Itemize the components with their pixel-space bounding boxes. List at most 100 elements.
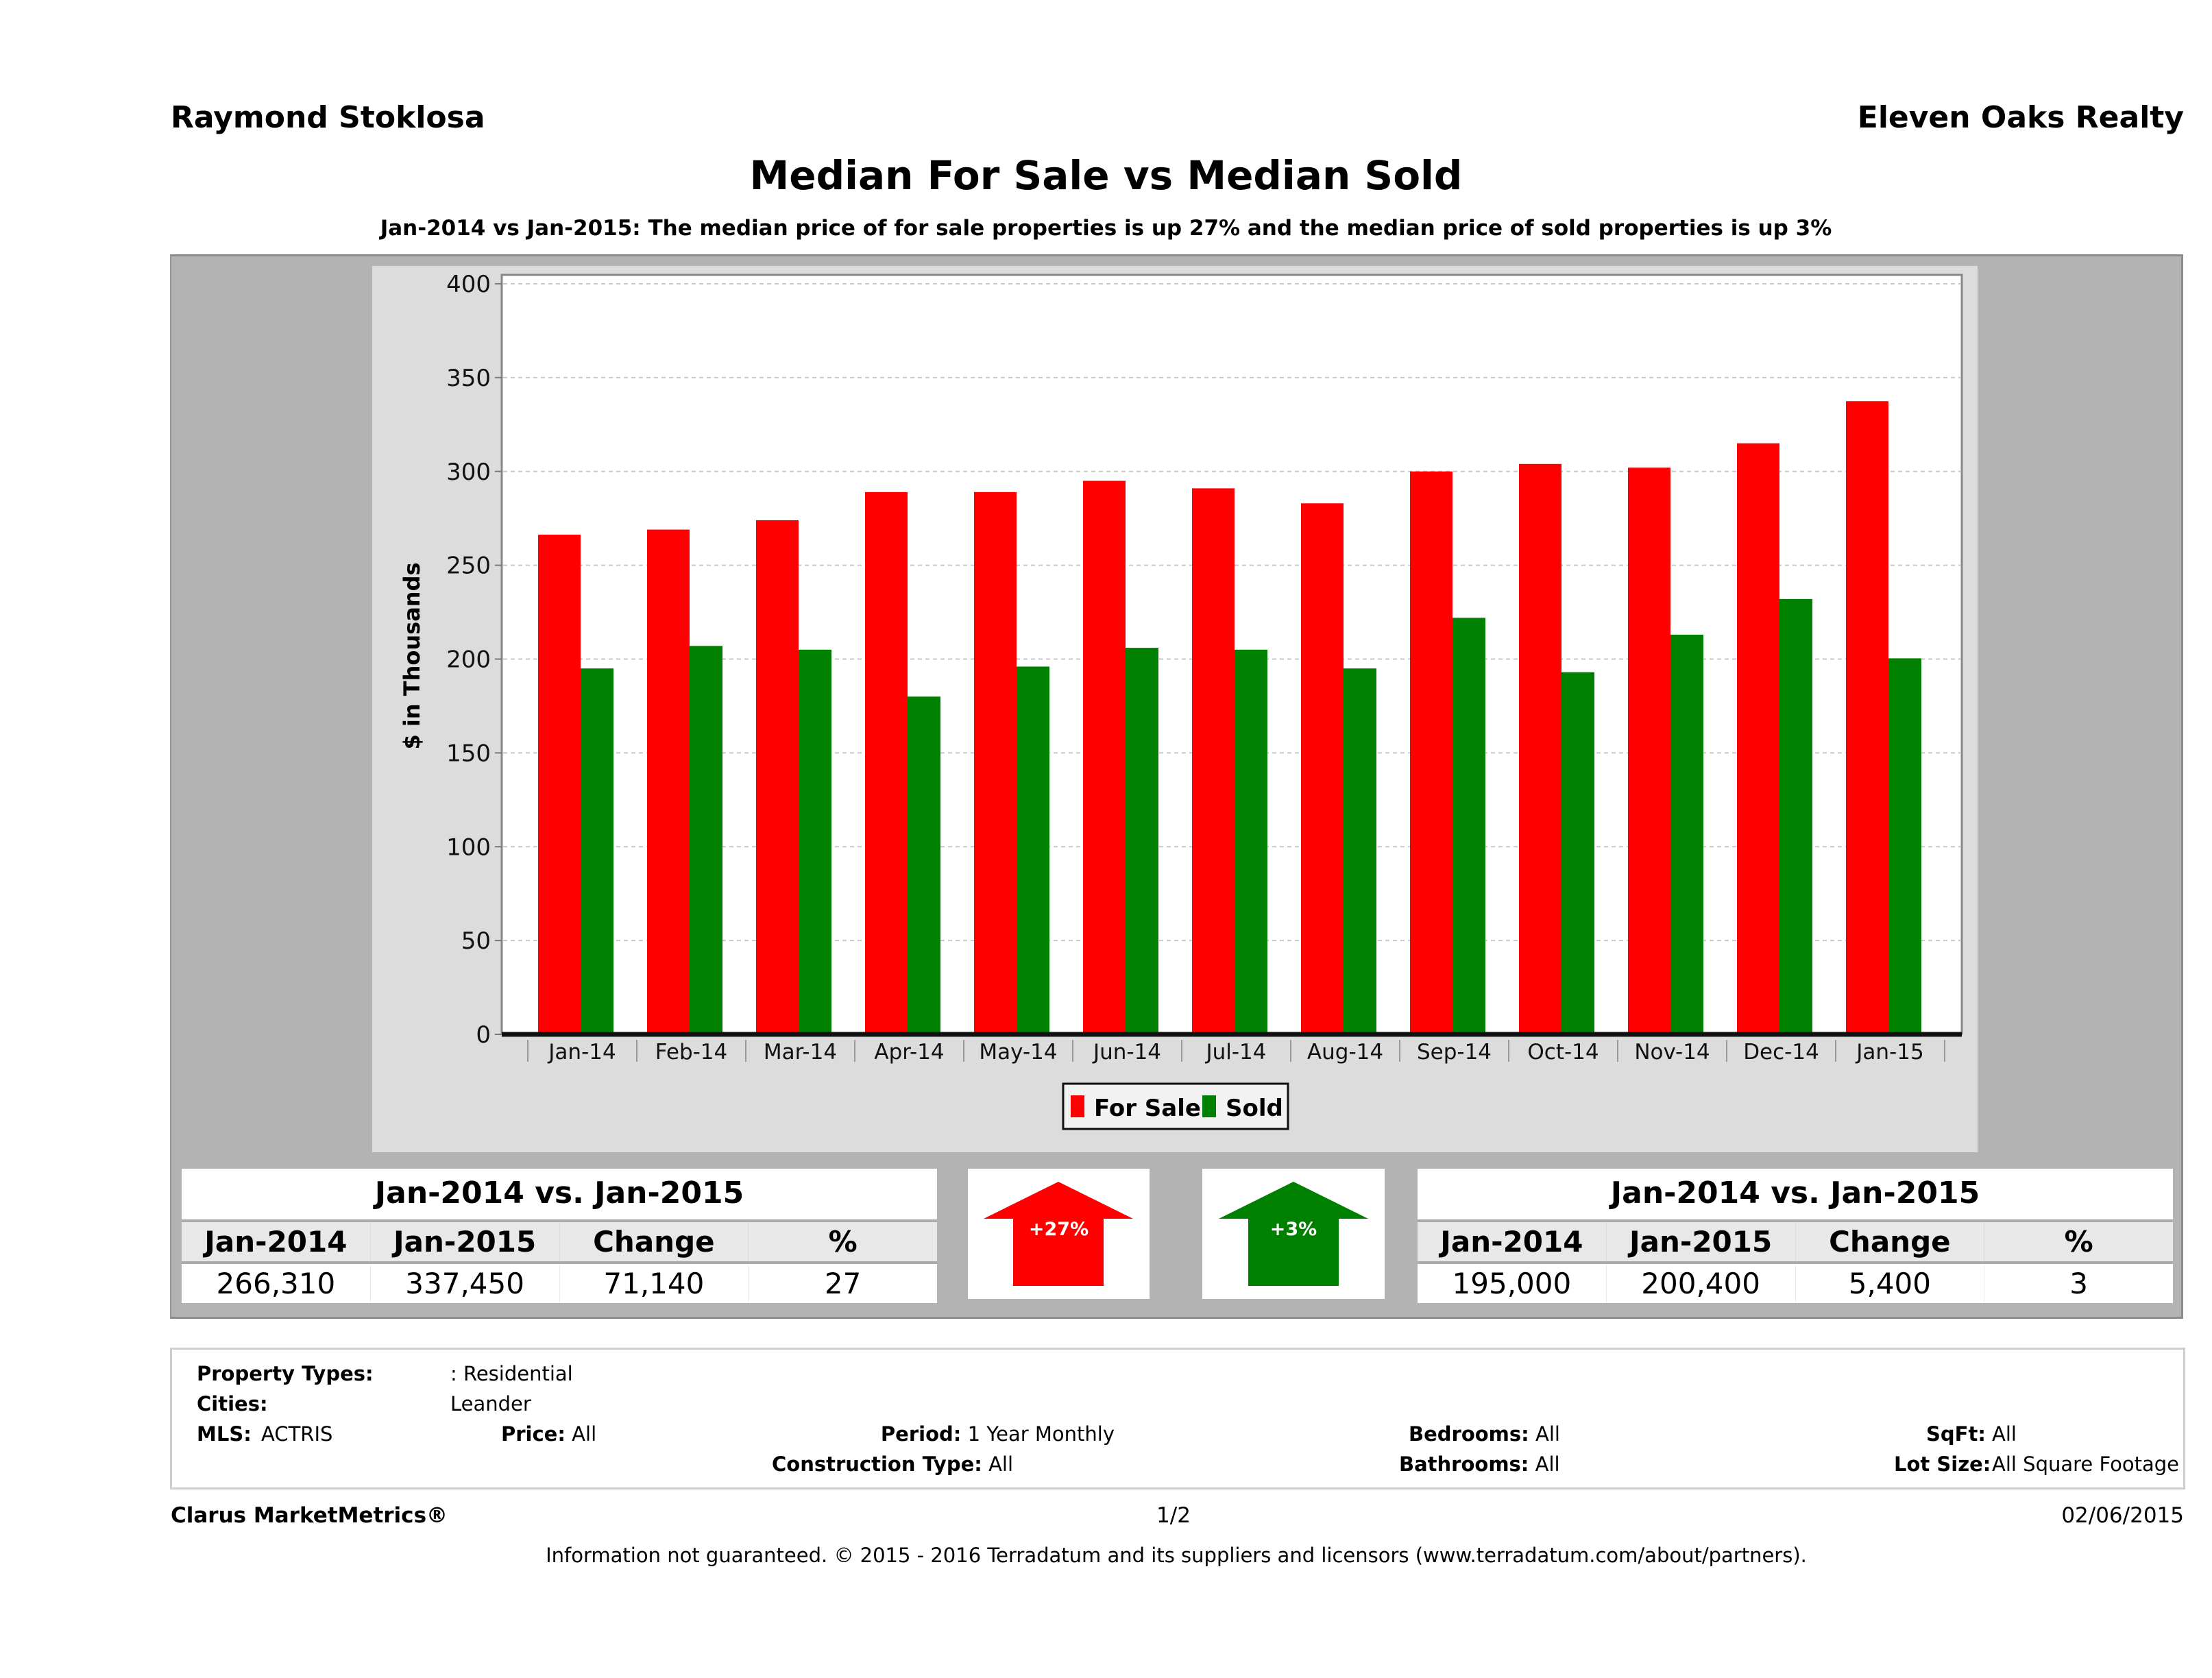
bar-for-sale	[1737, 443, 1779, 1034]
construction-label: Construction Type:	[772, 1452, 982, 1476]
y-tick-label: 400	[446, 271, 491, 298]
bar-sold	[1888, 658, 1921, 1034]
price-filter: Price: All	[501, 1420, 596, 1448]
table-cell: 5,400	[1796, 1264, 1985, 1303]
column-header: Jan-2014	[182, 1222, 371, 1261]
table-row: 266,310 337,450 71,140 27	[182, 1264, 937, 1303]
bar-for-sale	[865, 491, 908, 1034]
table-cell: 71,140	[560, 1264, 749, 1303]
x-tick-label: Jun-14	[1092, 1040, 1161, 1065]
x-tick-label: May-14	[979, 1040, 1057, 1065]
footer-brand: Clarus MarketMetrics®	[171, 1503, 448, 1528]
bar-for-sale	[1628, 467, 1670, 1034]
bar-for-sale	[1410, 471, 1453, 1034]
column-header: Jan-2015	[371, 1222, 560, 1261]
legend-label-sold: Sold	[1226, 1095, 1283, 1122]
lot-size-label: Lot Size:	[1894, 1452, 1991, 1476]
bar-for-sale	[974, 491, 1017, 1034]
sqft-label: SqFt:	[1926, 1422, 1986, 1446]
table-cell: 27	[824, 1267, 862, 1300]
bar-sold	[1017, 666, 1049, 1034]
bar-for-sale	[1519, 463, 1561, 1034]
property-types-label: Property Types:	[197, 1362, 374, 1385]
sold-summary-table: Jan-2014 vs. Jan-2015 Jan-2014 Jan-2015 …	[1418, 1169, 2173, 1303]
disclaimer: Information not guaranteed. © 2015 - 201…	[546, 1544, 1807, 1567]
legend: For Sale Sold	[1062, 1082, 1289, 1130]
column-header: Jan-2014	[1418, 1222, 1607, 1261]
y-tick-label: 350	[446, 365, 491, 392]
table-cell: 337,450	[371, 1264, 560, 1303]
legend-swatch-for-sale	[1071, 1095, 1084, 1117]
y-tick-label: 150	[446, 740, 491, 767]
bar-sold	[1453, 618, 1485, 1034]
table-header-row: Jan-2014 Jan-2015 Change %	[1418, 1219, 2173, 1264]
table-cell: 200,400	[1607, 1264, 1796, 1303]
period-value: 1 Year Monthly	[967, 1422, 1115, 1446]
x-tick-label: Nov-14	[1634, 1040, 1710, 1065]
page-number: 1/2	[1156, 1503, 1191, 1528]
table-cell: 266,310	[182, 1264, 371, 1303]
price-label: Price:	[501, 1422, 566, 1446]
report-date: 02/06/2015	[2061, 1503, 2184, 1528]
company-name: Eleven Oaks Realty	[1857, 100, 2184, 135]
bedrooms-label: Bedrooms:	[1409, 1422, 1529, 1446]
bedrooms-filter: Bedrooms: All	[1409, 1420, 1560, 1448]
bar-for-sale	[647, 529, 690, 1034]
bar-for-sale	[1192, 488, 1235, 1034]
y-tick-label: 250	[446, 552, 491, 580]
table-cell: 3	[2069, 1267, 2088, 1300]
legend-label-for-sale: For Sale	[1094, 1095, 1201, 1122]
x-tick-label: Apr-14	[874, 1040, 944, 1065]
x-tick-label: Jan-15	[1855, 1040, 1923, 1065]
x-tick-label: Aug-14	[1307, 1040, 1383, 1065]
y-tick-label: 300	[446, 459, 491, 486]
bar-sold	[908, 696, 940, 1034]
bar-chart: 0 50 100 150 200 250 300 350 400 Jan-14 Feb-14 Mar…	[399, 271, 1963, 1130]
bar-sold	[1235, 649, 1267, 1034]
bathrooms-value: All	[1535, 1452, 1560, 1476]
bar-sold	[799, 649, 831, 1034]
sqft-value: All	[1992, 1422, 2017, 1446]
lot-size-value: All Square Footage	[1992, 1452, 2180, 1476]
x-tick-label: Jan-14	[547, 1040, 616, 1065]
sold-change-indicator: +3%	[1202, 1169, 1385, 1299]
y-tick-label: 50	[461, 927, 491, 955]
for-sale-change-label: +27%	[1028, 1219, 1089, 1240]
mls-value: ACTRIS	[261, 1422, 333, 1446]
x-tick-label: Jul-14	[1204, 1040, 1266, 1065]
bar-for-sale	[1083, 481, 1126, 1034]
y-tick-label: 100	[446, 834, 491, 861]
period-filter: Period: 1 Year Monthly	[881, 1420, 1115, 1448]
bar-sold	[1779, 598, 1812, 1034]
bar-sold	[690, 646, 722, 1034]
construction-value: All	[988, 1452, 1014, 1476]
for-sale-change-indicator: +27%	[968, 1169, 1150, 1299]
sold-change-label: +3%	[1269, 1219, 1317, 1240]
bathrooms-label: Bathrooms:	[1399, 1452, 1529, 1476]
table-cell: 195,000	[1418, 1264, 1607, 1303]
bar-for-sale	[1301, 503, 1344, 1034]
up-arrow-icon	[984, 1182, 1133, 1286]
bar-sold	[1126, 648, 1158, 1034]
report-subtitle: Jan-2014 vs Jan-2015: The median price o…	[380, 216, 1832, 241]
filter-criteria-box: Property Types: : Residential Cities: Le…	[170, 1348, 2185, 1489]
property-types-value: : Residential	[450, 1362, 573, 1385]
bar-sold	[1670, 634, 1703, 1034]
x-tick-label: Feb-14	[655, 1040, 728, 1065]
report-title: Median For Sale vs Median Sold	[749, 152, 1463, 199]
up-arrow-icon	[1219, 1182, 1368, 1286]
mls-label: MLS:	[197, 1422, 252, 1446]
table-title: Jan-2014 vs. Jan-2015	[182, 1169, 937, 1217]
column-header: Jan-2015	[1607, 1222, 1796, 1261]
price-value: All	[572, 1422, 597, 1446]
cities-value: Leander	[450, 1392, 531, 1415]
column-header: %	[2064, 1225, 2093, 1258]
column-header: %	[828, 1225, 858, 1258]
legend-swatch-sold	[1202, 1095, 1216, 1117]
bathrooms-filter: Bathrooms: All	[1399, 1450, 1560, 1478]
for-sale-summary-table: Jan-2014 vs. Jan-2015 Jan-2014 Jan-2015 …	[182, 1169, 937, 1303]
cities-label: Cities:	[197, 1392, 268, 1415]
table-title: Jan-2014 vs. Jan-2015	[1418, 1169, 2173, 1217]
bar-sold	[581, 668, 613, 1034]
column-header: Change	[560, 1222, 749, 1261]
